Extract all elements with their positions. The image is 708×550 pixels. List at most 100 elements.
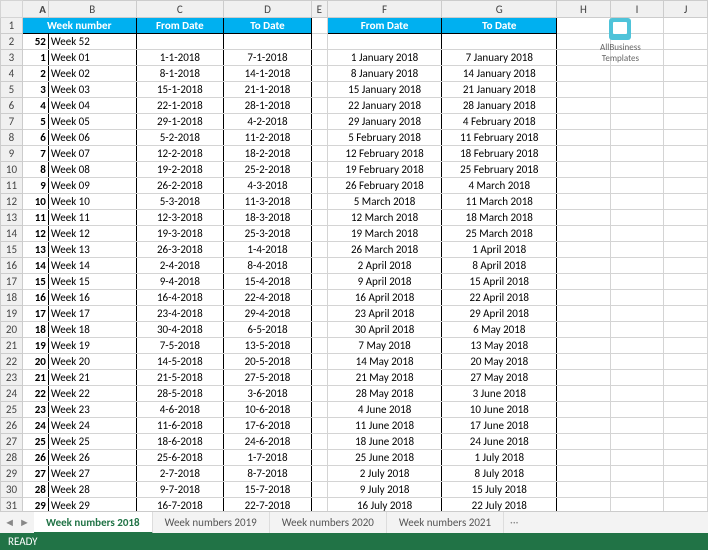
cell-E[interactable] <box>311 242 327 258</box>
cell-J[interactable] <box>664 242 708 258</box>
cell-A[interactable]: 14 <box>22 258 48 274</box>
cell-G[interactable]: 8 July 2018 <box>442 466 557 482</box>
cell-J[interactable] <box>664 178 708 194</box>
cell-H[interactable] <box>557 274 611 290</box>
cell-B[interactable]: Week 17 <box>48 306 136 322</box>
cell-I[interactable] <box>610 274 664 290</box>
cell-H[interactable] <box>557 114 611 130</box>
cell-C[interactable]: 19-2-2018 <box>136 162 224 178</box>
row-header[interactable]: 11 <box>1 178 23 194</box>
cell-F[interactable]: 12 March 2018 <box>327 210 442 226</box>
cell-F[interactable]: 30 April 2018 <box>327 322 442 338</box>
cell-F[interactable]: 7 May 2018 <box>327 338 442 354</box>
cell-G[interactable]: 14 January 2018 <box>442 66 557 82</box>
cell-E[interactable] <box>311 498 327 512</box>
row-header[interactable]: 10 <box>1 162 23 178</box>
row-header[interactable]: 4 <box>1 66 23 82</box>
col-header-F[interactable]: F <box>327 1 442 18</box>
cell-A[interactable]: 27 <box>22 466 48 482</box>
cell-B[interactable]: Week 19 <box>48 338 136 354</box>
cell-F[interactable]: 19 February 2018 <box>327 162 442 178</box>
cell-F[interactable]: 1 January 2018 <box>327 50 442 66</box>
cell-E[interactable] <box>311 34 327 50</box>
cell-E[interactable] <box>311 370 327 386</box>
cell-I[interactable] <box>610 306 664 322</box>
cell-G[interactable]: 3 June 2018 <box>442 386 557 402</box>
cell-D[interactable]: 15-7-2018 <box>224 482 312 498</box>
cell-H[interactable] <box>557 98 611 114</box>
row-header[interactable]: 23 <box>1 370 23 386</box>
cell-E[interactable] <box>311 434 327 450</box>
cell-F[interactable]: 9 April 2018 <box>327 274 442 290</box>
cell-F[interactable]: 26 February 2018 <box>327 178 442 194</box>
cell-B[interactable]: Week 25 <box>48 434 136 450</box>
row-header[interactable]: 17 <box>1 274 23 290</box>
cell-J[interactable] <box>664 194 708 210</box>
cell-C[interactable]: 12-2-2018 <box>136 146 224 162</box>
cell-F[interactable]: 29 January 2018 <box>327 114 442 130</box>
tab-next-icon[interactable]: ► <box>19 516 30 529</box>
cell-B[interactable]: Week 11 <box>48 210 136 226</box>
cell-F[interactable]: 2 July 2018 <box>327 466 442 482</box>
cell-G[interactable]: 29 April 2018 <box>442 306 557 322</box>
cell-J[interactable] <box>664 50 708 66</box>
cell-F[interactable]: 2 April 2018 <box>327 258 442 274</box>
cell-week-number-header[interactable]: Week number <box>22 18 136 34</box>
cell-A[interactable]: 6 <box>22 130 48 146</box>
cell-H[interactable] <box>557 322 611 338</box>
cell-to-date2-header[interactable]: To Date <box>442 18 557 34</box>
cell-D[interactable]: 8-4-2018 <box>224 258 312 274</box>
cell-F[interactable]: 16 April 2018 <box>327 290 442 306</box>
cell-H[interactable] <box>557 210 611 226</box>
cell-D[interactable]: 4-3-2018 <box>224 178 312 194</box>
cell-F[interactable]: 9 July 2018 <box>327 482 442 498</box>
cell-D[interactable]: 29-4-2018 <box>224 306 312 322</box>
cell-C[interactable]: 29-1-2018 <box>136 114 224 130</box>
cell-E[interactable] <box>311 98 327 114</box>
cell-E[interactable] <box>311 82 327 98</box>
cell-H[interactable] <box>557 434 611 450</box>
cell-G[interactable]: 20 May 2018 <box>442 354 557 370</box>
cell-B[interactable]: Week 06 <box>48 130 136 146</box>
cell-J[interactable] <box>664 34 708 50</box>
cell-C[interactable]: 19-3-2018 <box>136 226 224 242</box>
cell-H[interactable] <box>557 146 611 162</box>
cell-H[interactable] <box>557 338 611 354</box>
cell-I[interactable] <box>610 194 664 210</box>
cell-C[interactable]: 9-4-2018 <box>136 274 224 290</box>
cell-C[interactable]: 14-5-2018 <box>136 354 224 370</box>
cell-J[interactable] <box>664 434 708 450</box>
cell-C[interactable]: 12-3-2018 <box>136 210 224 226</box>
row-header[interactable]: 28 <box>1 450 23 466</box>
cell-E[interactable] <box>311 354 327 370</box>
cell-D[interactable]: 25-2-2018 <box>224 162 312 178</box>
cell-A[interactable]: 4 <box>22 98 48 114</box>
cell-E[interactable] <box>311 146 327 162</box>
cell-A[interactable]: 25 <box>22 434 48 450</box>
cell-F[interactable]: 14 May 2018 <box>327 354 442 370</box>
cell-J[interactable] <box>664 498 708 512</box>
cell-I[interactable] <box>610 210 664 226</box>
cell-B[interactable]: Week 18 <box>48 322 136 338</box>
cell-C[interactable]: 5-3-2018 <box>136 194 224 210</box>
cell-C[interactable]: 16-7-2018 <box>136 498 224 512</box>
cell-D[interactable]: 1-7-2018 <box>224 450 312 466</box>
cell-J[interactable] <box>664 162 708 178</box>
cell-I[interactable] <box>610 66 664 82</box>
cell-B[interactable]: Week 09 <box>48 178 136 194</box>
cell-E[interactable] <box>311 130 327 146</box>
cell-D[interactable]: 17-6-2018 <box>224 418 312 434</box>
cell-D[interactable]: 20-5-2018 <box>224 354 312 370</box>
cell-A[interactable]: 9 <box>22 178 48 194</box>
cell-A[interactable]: 52 <box>22 34 48 50</box>
cell-J[interactable] <box>664 226 708 242</box>
cell-E[interactable] <box>311 50 327 66</box>
cell-E[interactable] <box>311 114 327 130</box>
cell-C[interactable]: 16-4-2018 <box>136 290 224 306</box>
cell-from-date-header[interactable]: From Date <box>136 18 224 34</box>
cell-A[interactable]: 3 <box>22 82 48 98</box>
cell-J[interactable] <box>664 402 708 418</box>
cell-E[interactable] <box>311 66 327 82</box>
cell-I[interactable] <box>610 82 664 98</box>
cell-G[interactable]: 1 July 2018 <box>442 450 557 466</box>
